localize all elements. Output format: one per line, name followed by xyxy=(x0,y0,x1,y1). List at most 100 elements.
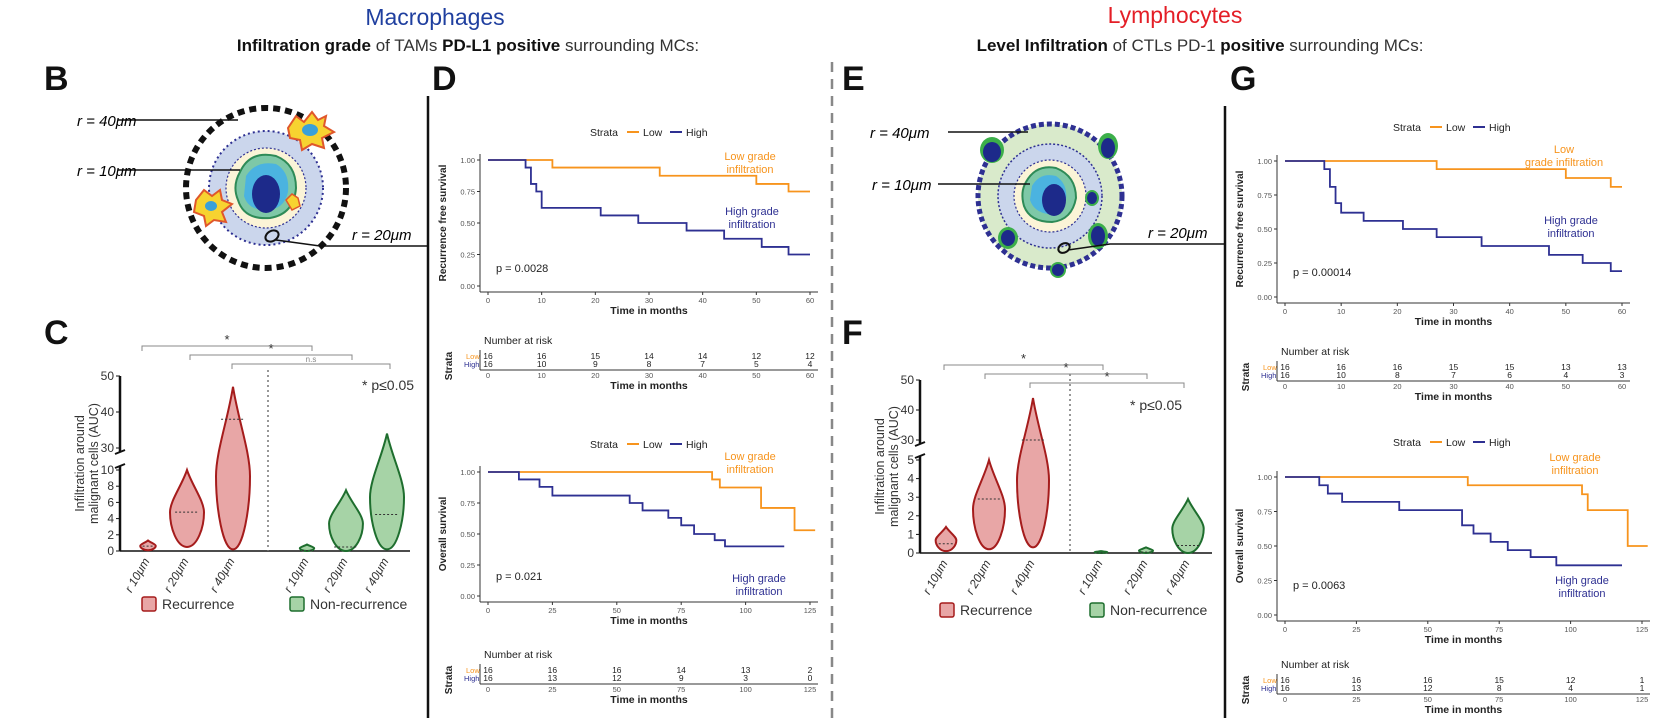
x-tick-label: r 40μm xyxy=(1007,557,1038,596)
x-tick-label: r 20μm xyxy=(1120,557,1151,596)
x-axis-title: Time in months xyxy=(610,615,688,627)
y-tick-label: 0.50 xyxy=(1257,225,1272,234)
x-tick-label: r 20μm xyxy=(963,557,994,596)
tiny-cell-e xyxy=(1057,242,1071,254)
risk-high-value: 4 xyxy=(808,359,813,369)
macrophage-1-nucleus xyxy=(302,124,318,136)
risk-low-value: 12 xyxy=(1566,675,1576,685)
risk-low-value: 16 xyxy=(483,351,493,361)
x-tick-label: 20 xyxy=(1393,307,1401,316)
x-axis-title: Time in months xyxy=(1415,316,1493,328)
risk-table-strata-label: Strata xyxy=(1241,675,1252,704)
panel-label-g: G xyxy=(1230,60,1257,98)
risk-low-value: 12 xyxy=(752,351,762,361)
axis-break xyxy=(914,453,926,459)
high-series-label: High grade xyxy=(1544,215,1598,227)
risk-x-tick-label: 0 xyxy=(486,685,490,694)
legend-low: Low xyxy=(643,127,663,139)
bracket-label: * xyxy=(268,341,273,356)
axis-break xyxy=(114,449,126,455)
risk-low-value: 16 xyxy=(1280,675,1290,685)
y-tick-label: 0.75 xyxy=(1257,508,1272,517)
y-tick-label: 1 xyxy=(907,527,914,541)
r20-label-b: r = 20μm xyxy=(352,227,412,244)
risk-x-tick-label: 30 xyxy=(645,371,653,380)
violin xyxy=(368,433,406,551)
y-tick-label: 1.00 xyxy=(460,156,475,165)
low-series-label: infiltration xyxy=(726,464,773,476)
legend-low: Low xyxy=(1446,437,1466,449)
violin xyxy=(139,539,157,552)
lymphocyte-nucleus xyxy=(1052,264,1064,276)
legend-title: Strata xyxy=(1393,437,1421,449)
y-tick-label: 40 xyxy=(101,405,115,419)
series-low-line xyxy=(488,471,816,532)
risk-low-value: 15 xyxy=(591,351,601,361)
x-tick-label: 100 xyxy=(1564,625,1577,634)
risk-high-value: 0 xyxy=(808,673,813,683)
legend-high: High xyxy=(686,127,708,139)
y-tick-label: 4 xyxy=(107,512,114,526)
y-tick-label: 1.00 xyxy=(1257,473,1272,482)
high-series-label: infiltration xyxy=(735,586,782,598)
r40-label-e: r = 40μm xyxy=(870,125,930,142)
legend-title: Strata xyxy=(1393,122,1421,134)
y-tick-label: 30 xyxy=(101,441,115,455)
risk-x-tick-label: 25 xyxy=(1352,695,1360,704)
y-tick-label: 0 xyxy=(907,546,914,560)
risk-x-tick-label: 40 xyxy=(1505,382,1513,391)
x-tick-label: 40 xyxy=(1505,307,1513,316)
risk-high-label: High xyxy=(1261,684,1276,693)
risk-low-label: Low xyxy=(466,666,480,675)
y-tick-label: 0.50 xyxy=(460,219,475,228)
violin xyxy=(214,386,252,551)
x-tick-label: r 10μm xyxy=(281,555,312,594)
violin xyxy=(1171,496,1205,555)
risk-low-value: 16 xyxy=(1280,362,1290,372)
risk-low-value: 16 xyxy=(612,665,622,675)
risk-table-title: Number at risk xyxy=(484,649,553,661)
high-series-label: infiltration xyxy=(1558,588,1605,600)
x-tick-label: 50 xyxy=(613,606,621,615)
y-tick-label: 4 xyxy=(907,472,914,486)
x-tick-label: 50 xyxy=(1424,625,1432,634)
risk-low-value: 15 xyxy=(1505,362,1515,372)
risk-low-value: 16 xyxy=(548,665,558,675)
y-axis-title: malignant cells (AUC) xyxy=(887,406,901,527)
y-axis-title: Overall survival xyxy=(438,497,449,572)
p-value: p = 0.00014 xyxy=(1293,267,1351,279)
legend-low: Low xyxy=(1446,122,1466,134)
risk-low-value: 16 xyxy=(537,351,547,361)
x-tick-label: r 10μm xyxy=(122,555,153,594)
bracket-label: * xyxy=(1021,351,1026,366)
risk-low-value: 16 xyxy=(1336,362,1346,372)
leader-r20-e xyxy=(1067,243,1225,251)
y-tick-label: 50 xyxy=(101,369,115,383)
x-tick-label: 30 xyxy=(1449,307,1457,316)
risk-high-value: 6 xyxy=(1507,370,1512,380)
leader-r20-b xyxy=(275,239,428,247)
y-axis-title: Infiltration around xyxy=(73,415,87,512)
risk-x-tick-label: 25 xyxy=(548,685,556,694)
y-tick-label: 10 xyxy=(101,463,115,477)
risk-x-tick-label: 10 xyxy=(537,371,545,380)
risk-high-value: 1 xyxy=(1640,683,1645,693)
risk-x-tick-label: 100 xyxy=(739,685,752,694)
low-series-label: infiltration xyxy=(1551,465,1598,477)
y-tick-label: 3 xyxy=(907,490,914,504)
risk-x-tick-label: 30 xyxy=(1449,382,1457,391)
series-low-line xyxy=(1285,476,1648,547)
x-tick-label: 60 xyxy=(1618,307,1626,316)
risk-low-label: Low xyxy=(1263,676,1277,685)
y-tick-label: 8 xyxy=(107,479,114,493)
series-high-line xyxy=(488,159,810,256)
y-tick-label: 0.25 xyxy=(460,251,475,260)
high-series-label: infiltration xyxy=(728,219,775,231)
p-value: p = 0.0063 xyxy=(1293,580,1345,592)
x-tick-label: 20 xyxy=(591,296,599,305)
risk-high-value: 5 xyxy=(754,359,759,369)
y-axis-title: Overall survival xyxy=(1235,509,1246,584)
x-tick-label: 125 xyxy=(1636,625,1649,634)
risk-low-value: 15 xyxy=(1449,362,1459,372)
